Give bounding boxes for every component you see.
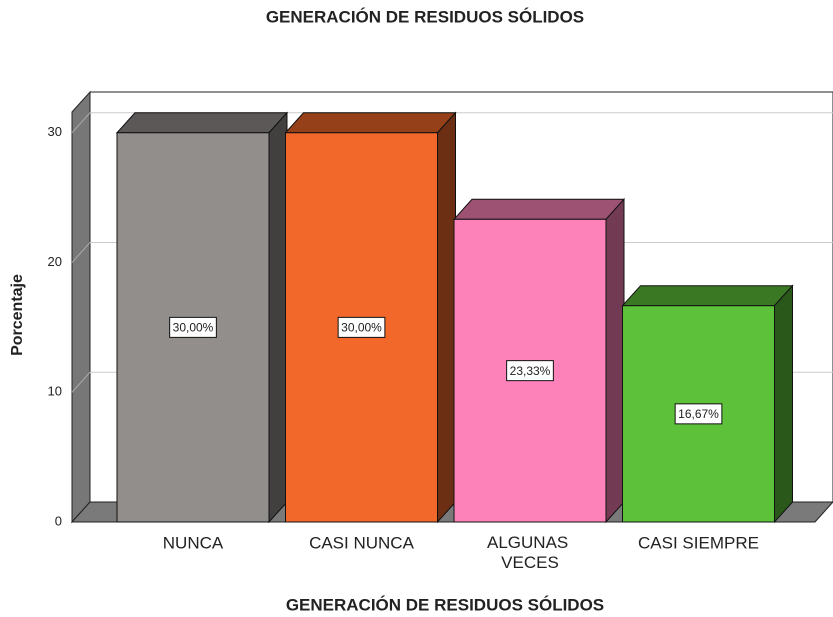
y-tick-label: 0 bbox=[55, 513, 62, 528]
x-tick-label: ALGUNAS VECES bbox=[487, 533, 573, 572]
value-label: 30,00% bbox=[173, 321, 214, 335]
grid-line bbox=[71, 242, 91, 263]
bar-side bbox=[774, 284, 793, 524]
value-label-box bbox=[169, 316, 217, 338]
value-label: 30,00% bbox=[341, 321, 382, 335]
value-label: 16,67% bbox=[678, 407, 719, 421]
bar-top bbox=[621, 285, 794, 307]
bar-side bbox=[605, 197, 625, 524]
value-label: 23,33% bbox=[510, 364, 551, 378]
left-wall bbox=[71, 90, 91, 524]
x-tick-label: CASI NUNCA bbox=[309, 533, 415, 552]
bar-side bbox=[268, 111, 288, 524]
bar-side bbox=[437, 111, 456, 524]
y-tick-label: 10 bbox=[48, 384, 62, 399]
x-tick-label: NUNCA bbox=[163, 533, 224, 552]
grid-line bbox=[71, 112, 91, 134]
y-tick-label: 20 bbox=[48, 254, 62, 269]
bar-top bbox=[452, 198, 626, 220]
x-tick-label: CASI SIEMPRE bbox=[638, 533, 759, 552]
value-label-box bbox=[674, 403, 723, 425]
y-axis-title: Porcentaje bbox=[9, 274, 26, 356]
bar-top bbox=[115, 112, 289, 134]
bar-top bbox=[284, 112, 457, 134]
x-axis-title: GENERACIÓN DE RESIDUOS SÓLIDOS bbox=[286, 595, 604, 614]
chart-title: GENERACIÓN DE RESIDUOS SÓLIDOS bbox=[266, 7, 584, 26]
grid-line bbox=[71, 371, 91, 393]
value-label-box bbox=[506, 360, 554, 382]
y-tick-label: 30 bbox=[48, 124, 62, 139]
value-label-box bbox=[337, 316, 386, 338]
